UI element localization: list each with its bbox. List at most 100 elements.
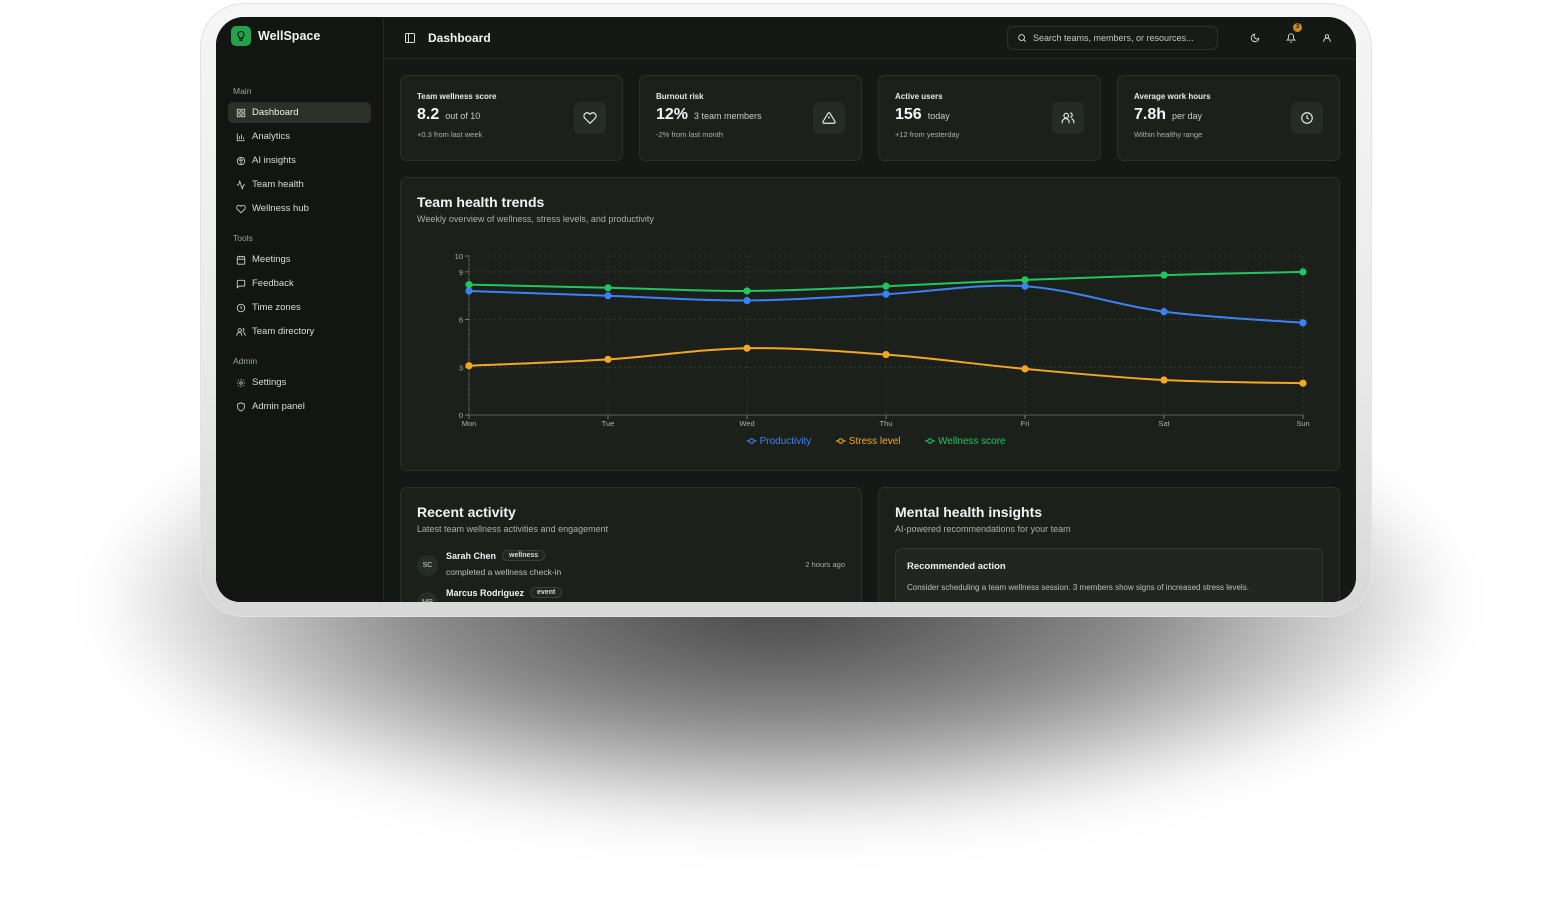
recommendation-text: Consider scheduling a team wellness sess… [907, 583, 1249, 592]
insights-card: Mental health insights AI-powered recomm… [878, 487, 1340, 602]
data-point-wellness-score [1160, 271, 1168, 279]
nav-section-admin: Admin Settings Admin panel [228, 356, 371, 417]
insights-subtitle: AI-powered recommendations for your team [895, 524, 1071, 534]
y-tick-label: 3 [459, 363, 463, 372]
x-tick-label: Thu [880, 419, 893, 428]
theme-toggle-button[interactable] [1242, 26, 1268, 50]
x-tick-label: Mon [462, 419, 477, 428]
activity-tag: event [530, 587, 563, 598]
notifications-button[interactable]: 3 [1278, 22, 1304, 50]
activity-tag: wellness [502, 550, 546, 561]
stat-unit: today [927, 111, 950, 121]
stat-card-wellness: Team wellness score 8.2 out of 10 +0.3 fr… [400, 75, 623, 161]
list-item[interactable]: SC Sarah Chen wellness completed a wellne… [417, 550, 845, 577]
stat-note: +0.3 from last week [417, 130, 483, 139]
moon-icon [1250, 33, 1260, 42]
sidebar-item-label: Settings [252, 377, 287, 388]
stat-unit: 3 team members [694, 111, 762, 121]
stat-note: Within healthy range [1134, 130, 1203, 139]
x-tick-label: Sun [1296, 419, 1309, 428]
sidebar-item-label: Time zones [252, 302, 301, 313]
stat-title: Active users [895, 92, 943, 101]
nav-section-main: Main Dashboard Analytics AI insights Tea… [228, 86, 371, 219]
sidebar-item-ai-insights[interactable]: AI insights [228, 150, 371, 171]
nav-section-tools: Tools Meetings Feedback Time zones Team … [228, 233, 371, 342]
data-point-stress-level [882, 350, 890, 359]
search-icon [1018, 33, 1027, 42]
section-label-tools: Tools [233, 233, 253, 243]
clock-icon [1291, 102, 1323, 134]
stat-value: 7.8h [1134, 106, 1167, 123]
trends-title: Team health trends [417, 194, 545, 210]
sidebar-item-admin-panel[interactable]: Admin panel [228, 396, 371, 417]
data-point-productivity [604, 292, 612, 300]
sidebar-item-label: Dashboard [252, 107, 299, 118]
trends-card: Team health trends Weekly overview of we… [400, 177, 1340, 471]
heart-icon [574, 102, 606, 134]
data-point-wellness-score [743, 287, 751, 295]
sidebar-item-meetings[interactable]: Meetings [228, 249, 371, 270]
stat-value: 12% [656, 106, 689, 123]
avatar: SC [417, 555, 438, 576]
stat-card-active-users: Active users 156 today +12 from yesterday [878, 75, 1101, 161]
data-point-productivity [1160, 308, 1168, 316]
users-icon [1052, 102, 1084, 134]
activity-subtitle: Latest team wellness activities and enga… [417, 524, 609, 534]
data-point-productivity [465, 287, 473, 295]
stat-note: -2% from last month [656, 130, 724, 139]
list-item[interactable]: MR Marcus Rodriguez event [417, 587, 845, 602]
data-point-stress-level [465, 362, 473, 370]
activity-title: Recent activity [417, 504, 516, 520]
stat-title: Average work hours [1134, 92, 1211, 101]
notification-badge: 3 [1293, 22, 1302, 32]
sidebar: WellSpace Main Dashboard Analytics AI in… [216, 17, 384, 602]
sidebar-toggle-icon[interactable] [404, 32, 416, 44]
legend-marker-wellness-score [927, 438, 933, 444]
x-tick-label: Fri [1021, 419, 1030, 428]
x-tick-label: Tue [602, 419, 615, 428]
sidebar-item-time-zones[interactable]: Time zones [228, 297, 371, 318]
search-input[interactable] [1033, 32, 1203, 43]
sidebar-item-label: Analytics [252, 131, 291, 142]
recommendation-box: Recommended action Consider scheduling a… [895, 548, 1323, 602]
calendar-icon [236, 255, 246, 265]
avatar: MR [417, 592, 438, 602]
trends-chart: 0 3 6 9 10 Mon Tue Wed Thu Fri Sat Sun Productivity S… [455, 252, 1310, 447]
sidebar-item-team-health[interactable]: Team health [228, 174, 371, 195]
data-point-wellness-score [604, 284, 612, 292]
heart-icon [236, 204, 246, 213]
stat-title: Team wellness score [417, 92, 497, 101]
sidebar-item-wellness-hub[interactable]: Wellness hub [228, 198, 371, 219]
sidebar-item-analytics[interactable]: Analytics [228, 126, 371, 147]
sidebar-item-feedback[interactable]: Feedback [228, 273, 371, 294]
recommendation-title: Recommended action [907, 561, 1006, 572]
legend-label-stress-level: Stress level [849, 436, 901, 447]
data-point-wellness-score [465, 281, 473, 289]
user-menu-button[interactable] [1314, 26, 1340, 50]
page-title: Dashboard [428, 30, 491, 45]
insights-title: Mental health insights [895, 504, 1043, 520]
shield-icon [237, 401, 245, 412]
x-tick-label: Wed [739, 419, 754, 428]
data-point-wellness-score [882, 282, 890, 290]
sidebar-item-label: Team health [252, 179, 304, 190]
sidebar-item-dashboard[interactable]: Dashboard [228, 102, 371, 123]
bar-chart-icon [236, 132, 245, 141]
sidebar-item-team-directory[interactable]: Team directory [228, 321, 371, 342]
stat-title: Burnout risk [656, 92, 704, 101]
data-point-productivity [1299, 319, 1307, 327]
stat-note: +12 from yesterday [895, 130, 960, 139]
app-name: WellSpace [258, 29, 321, 43]
activity-desc: completed a wellness check-in [446, 567, 562, 577]
topbar: Dashboard 3 [384, 17, 1356, 59]
search-box[interactable] [1007, 25, 1218, 50]
brand[interactable]: WellSpace [231, 26, 371, 46]
brain-icon [236, 156, 246, 165]
sidebar-item-label: Admin panel [252, 401, 305, 412]
stat-value: 156 [895, 106, 922, 123]
sidebar-item-label: Team directory [252, 326, 315, 337]
activity-time: 2 hours ago [805, 560, 845, 569]
sidebar-item-settings[interactable]: Settings [228, 372, 371, 393]
lightbulb-icon [231, 26, 251, 46]
user-icon [1323, 33, 1331, 42]
